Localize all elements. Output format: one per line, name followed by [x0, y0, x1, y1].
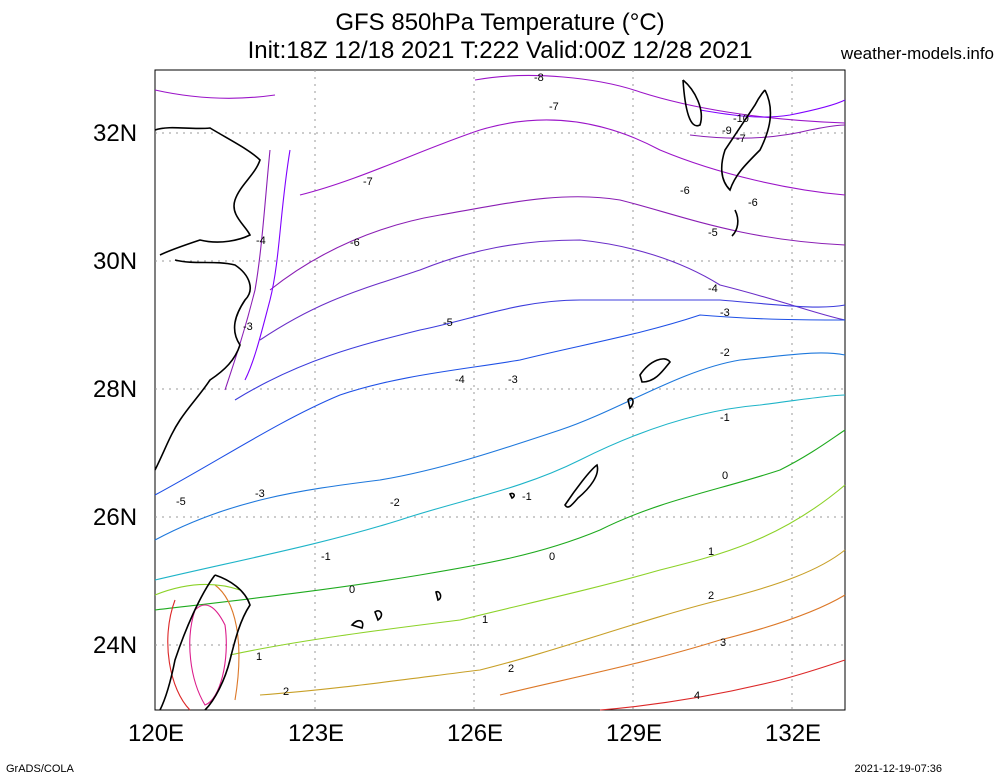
map-title: GFS 850hPa Temperature (°C) — [335, 9, 665, 36]
small-island-2 — [350, 619, 364, 629]
taiwan-warm-4 — [154, 584, 241, 596]
isotherm-m8 — [474, 74, 846, 124]
contour-label: -8 — [534, 72, 544, 84]
source-credit: weather-models.info — [840, 44, 994, 63]
gridlines — [155, 70, 845, 710]
small-island-5 — [508, 492, 515, 500]
lon-label-123e: 123E — [288, 720, 345, 747]
contour-label: -9 — [722, 125, 732, 137]
contour-label: -3 — [255, 488, 265, 500]
isotherm-p1 — [229, 484, 846, 656]
contour-label: -3 — [508, 374, 518, 386]
contour-label: 2 — [508, 663, 514, 675]
lon-label-126e: 126E — [447, 720, 504, 747]
korea-coast — [682, 79, 702, 127]
contour-label: -6 — [350, 237, 360, 249]
taiwan-outline — [159, 574, 251, 711]
contour-label: -6 — [748, 197, 758, 209]
contour-label: -2 — [390, 497, 400, 509]
small-island-1 — [627, 397, 634, 410]
coastal-isotherm-c — [154, 89, 276, 99]
contour-label: 0 — [722, 470, 728, 482]
isotherms — [154, 74, 846, 711]
contour-label: 1 — [482, 614, 488, 626]
contour-label: -3 — [243, 321, 253, 333]
contour-label: 0 — [549, 551, 555, 563]
lat-label-30n: 30N — [93, 248, 138, 275]
taiwan-warm-2 — [167, 599, 191, 711]
contour-label: 1 — [708, 546, 714, 558]
small-island-4 — [435, 590, 442, 602]
contour-label: -5 — [176, 496, 186, 508]
contour-label: 0 — [349, 584, 355, 596]
contour-label: -10 — [733, 113, 749, 125]
amami-island — [639, 358, 672, 383]
okinawa-island — [564, 463, 599, 508]
contour-label: -1 — [720, 412, 730, 424]
isotherm-p4 — [599, 659, 846, 711]
contour-label: -1 — [321, 551, 331, 563]
lat-label-24n: 24N — [93, 632, 138, 659]
software-credit: GrADS/COLA — [6, 763, 74, 775]
contour-label: -2 — [720, 347, 730, 359]
coastal-isotherm-a — [224, 149, 271, 391]
isotherm-p2 — [259, 549, 846, 696]
isotherm-m2 — [154, 352, 846, 541]
plot-frame — [154, 69, 846, 711]
contour-label: -5 — [708, 227, 718, 239]
isotherm-m10 — [699, 99, 846, 118]
isotherm-p3 — [499, 594, 846, 696]
contour-labels: -10 -9 -8 -7 -7 -7 -6 -6 -6 -5 -5 -5 -4 … — [176, 72, 758, 702]
map-subtitle: Init:18Z 12/18 2021 T:222 Valid:00Z 12/2… — [247, 37, 753, 64]
isotherm-m1 — [154, 394, 846, 581]
contour-label: 2 — [283, 686, 289, 698]
contour-label: -4 — [455, 374, 465, 386]
contour-label: 4 — [694, 690, 700, 702]
contour-label: 3 — [720, 637, 726, 649]
lat-label-28n: 28N — [93, 376, 138, 403]
contour-label: -1 — [522, 491, 532, 503]
isotherm-0 — [154, 429, 846, 611]
china-coast — [154, 126, 261, 471]
contour-label: -4 — [708, 283, 718, 295]
contour-label: 2 — [708, 590, 714, 602]
lon-label-132e: 132E — [765, 720, 822, 747]
lon-label-120e: 120E — [128, 720, 185, 747]
contour-label: -6 — [680, 185, 690, 197]
generation-timestamp: 2021-12-19-07:36 — [854, 763, 942, 775]
isotherm-m7 — [299, 119, 846, 196]
kyushu-coast — [720, 89, 772, 192]
coastal-isotherm-b — [244, 149, 291, 381]
isotherm-m9 — [689, 124, 846, 139]
contour-label: -7 — [736, 133, 746, 145]
taiwan-warm-3 — [214, 584, 240, 701]
small-island-3 — [374, 610, 383, 622]
isotherm-m5 — [259, 239, 846, 341]
isotherm-m6 — [269, 196, 846, 291]
contour-label: -7 — [363, 176, 373, 188]
lat-label-32n: 32N — [93, 120, 138, 147]
contour-label: -4 — [256, 235, 266, 247]
taiwan-warm-1 — [189, 604, 227, 706]
contour-label: -7 — [549, 101, 559, 113]
lat-label-26n: 26N — [93, 504, 138, 531]
contour-label: -5 — [443, 317, 453, 329]
lon-label-129e: 129E — [606, 720, 663, 747]
isotherm-m4 — [234, 299, 846, 401]
contour-label: 1 — [256, 651, 262, 663]
isotherm-m3 — [154, 314, 846, 496]
tanegashima — [731, 209, 739, 237]
coastlines — [154, 79, 772, 711]
contour-label: -3 — [720, 307, 730, 319]
